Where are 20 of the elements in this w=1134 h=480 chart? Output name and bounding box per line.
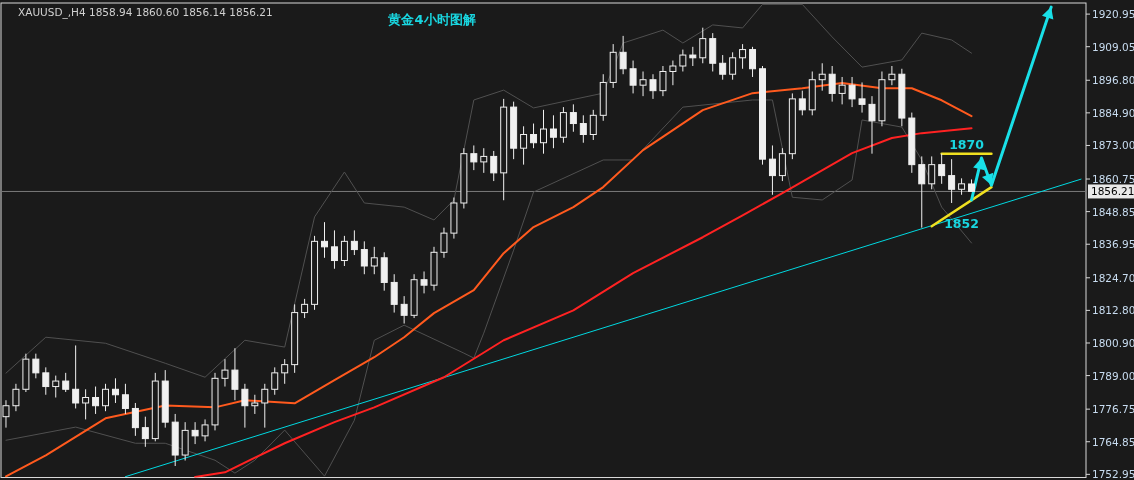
text: 黄金4小时图解 xyxy=(387,12,476,27)
y-tick-label: 1896.80 xyxy=(1092,74,1134,87)
y-tick-label: 1824.70 xyxy=(1092,271,1134,284)
chart-subtitle: XAUUSD_,H4 1858.94 1860.60 1856.14 1856.21 xyxy=(18,6,273,19)
series-label: 1870 xyxy=(949,136,985,152)
y-tick-label: 1873.00 xyxy=(1092,139,1134,152)
y-tick-label: 1920.95 xyxy=(1092,8,1134,21)
y-tick-label: 1764.85 xyxy=(1092,435,1134,448)
y-tick-label: 1789.00 xyxy=(1092,369,1134,382)
y-tick-label: 1860.75 xyxy=(1092,173,1134,186)
y-tick-label: 1752.95 xyxy=(1092,468,1134,480)
series-label: 1852 xyxy=(944,215,979,231)
y-tick-label: 1909.05 xyxy=(1092,40,1134,53)
y-tick-label: 1836.95 xyxy=(1092,238,1134,251)
y-tick-label: 1776.75 xyxy=(1092,403,1134,416)
y-tick-label: 1800.90 xyxy=(1092,336,1134,349)
y-tick-label: 1884.90 xyxy=(1092,106,1134,119)
y-tick-label: 1848.85 xyxy=(1092,205,1134,218)
y-tick-label: 1812.80 xyxy=(1092,304,1134,317)
ref-line-label: 1856.21 xyxy=(1091,185,1134,198)
